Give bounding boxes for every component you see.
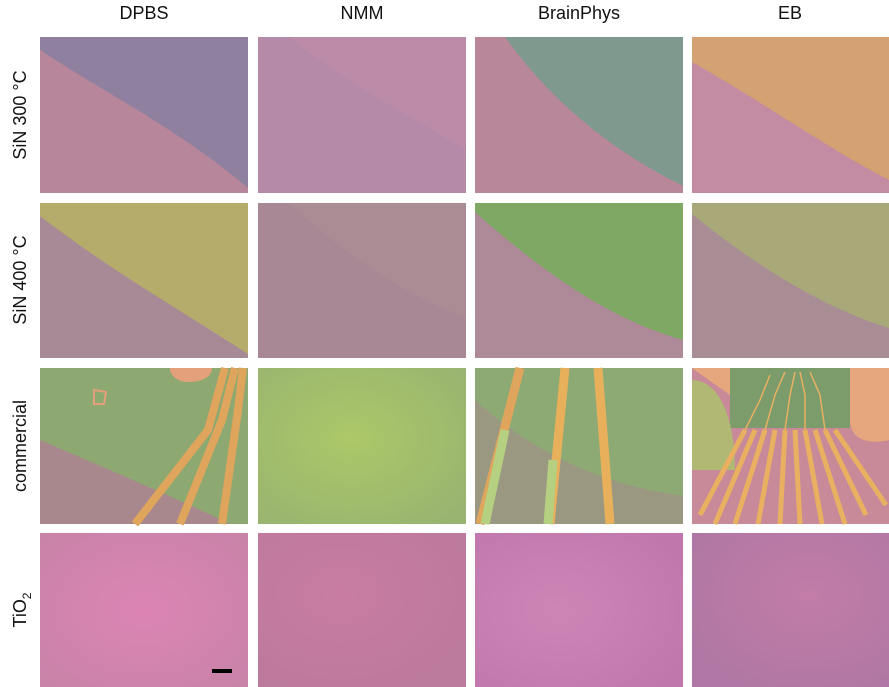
micrograph: [475, 368, 683, 524]
micrograph: [692, 368, 889, 524]
row-label-main: TiO: [10, 599, 30, 627]
micrograph: [258, 203, 466, 358]
column-header: DPBS: [119, 3, 168, 23]
figure: DPBS NMM BrainPhys EB SiN 300 °C SiN 400…: [0, 0, 889, 687]
micrograph: [692, 37, 889, 193]
row-labels: SiN 300 °C SiN 400 °C commercial TiO2: [10, 70, 34, 627]
micrograph: [40, 368, 248, 524]
row-label: TiO2: [10, 592, 34, 627]
scale-bar: [212, 669, 232, 673]
column-header: BrainPhys: [538, 3, 620, 23]
micrograph: [40, 203, 248, 358]
micrograph: [475, 533, 683, 687]
row-label: SiN 400 °C: [10, 235, 30, 324]
micrograph: [692, 203, 889, 358]
micrograph: [258, 368, 466, 524]
micrograph: [40, 533, 248, 687]
micrograph: [40, 37, 248, 193]
row-label: SiN 300 °C: [10, 70, 30, 159]
row-label-subscript: 2: [20, 592, 34, 599]
column-header: EB: [778, 3, 802, 23]
row-label: commercial: [10, 400, 30, 492]
micrograph: [475, 203, 683, 358]
micrograph: [258, 533, 466, 687]
column-header: NMM: [341, 3, 384, 23]
column-headers: DPBS NMM BrainPhys EB: [119, 3, 802, 23]
micrograph: [475, 37, 683, 193]
micrograph: [692, 533, 889, 687]
micrograph: [258, 37, 466, 193]
